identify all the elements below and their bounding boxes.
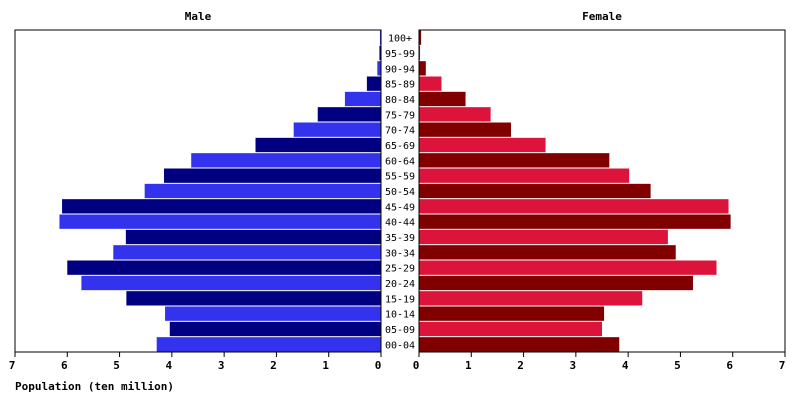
bar	[144, 183, 381, 199]
plot-frame	[418, 29, 786, 353]
x-tick-label: 6	[726, 359, 733, 372]
bar	[419, 45, 421, 61]
bar	[67, 260, 382, 275]
category-label: 65-69	[385, 141, 415, 152]
bar	[379, 45, 381, 61]
bar	[419, 275, 693, 291]
bar	[419, 30, 422, 45]
bar	[293, 122, 381, 137]
bar	[419, 137, 546, 153]
x-tick-label: 2	[517, 359, 524, 372]
bar	[419, 76, 442, 91]
category-label: 100+	[388, 34, 412, 45]
category-label: 60-64	[385, 156, 415, 167]
x-tick-label: 3	[218, 359, 225, 372]
bar	[419, 291, 643, 306]
bar	[344, 91, 381, 107]
category-label: 05-09	[385, 325, 415, 336]
bar	[419, 199, 729, 214]
bar	[191, 153, 381, 168]
bar	[419, 122, 512, 137]
bar	[317, 107, 381, 122]
bar	[419, 260, 717, 275]
category-label: 30-34	[385, 248, 415, 259]
category-label: 75-79	[385, 110, 415, 121]
category-label: 95-99	[385, 49, 415, 60]
bar	[419, 337, 620, 352]
bar	[419, 107, 491, 122]
bar	[379, 30, 381, 45]
category-label: 85-89	[385, 80, 415, 91]
x-tick-label: 4	[166, 359, 173, 372]
x-tick-label: 2	[270, 359, 277, 372]
category-label: 45-49	[385, 202, 415, 213]
bar	[419, 306, 605, 321]
bar	[419, 183, 651, 199]
category-label: 80-84	[385, 95, 415, 106]
bar	[126, 291, 382, 306]
category-label: 40-44	[385, 218, 415, 229]
x-tick-label: 1	[322, 359, 329, 372]
category-label: 90-94	[385, 64, 415, 75]
bar	[377, 61, 381, 76]
category-label: 10-14	[385, 310, 415, 321]
bar	[419, 229, 668, 245]
bar	[419, 214, 731, 229]
bar	[125, 229, 382, 245]
category-label: 20-24	[385, 279, 415, 290]
plot-frame	[14, 29, 382, 353]
bar	[169, 321, 381, 337]
category-label: 50-54	[385, 187, 415, 198]
bar	[366, 76, 381, 91]
bar	[164, 168, 381, 183]
series-title: Male	[185, 10, 212, 23]
x-tick-label: 1	[465, 359, 472, 372]
bar	[62, 199, 382, 214]
bar	[113, 245, 381, 260]
x-tick-label: 7	[779, 359, 786, 372]
x-tick-label: 6	[61, 359, 68, 372]
bar	[156, 337, 381, 352]
x-tick-label: 7	[9, 359, 16, 372]
bar	[419, 168, 630, 183]
x-tick-label: 4	[622, 359, 629, 372]
category-label: 55-59	[385, 172, 415, 183]
bar	[419, 321, 602, 337]
x-tick-label: 3	[570, 359, 577, 372]
bar	[255, 137, 381, 153]
bar	[419, 245, 676, 260]
bar	[419, 61, 426, 76]
category-label: 15-19	[385, 294, 415, 305]
category-label: 70-74	[385, 126, 415, 137]
series-title: Female	[582, 10, 622, 23]
category-label: 35-39	[385, 233, 415, 244]
bar	[165, 306, 381, 321]
x-axis-label: Population (ten million)	[15, 380, 174, 393]
x-tick-label: 5	[113, 359, 120, 372]
bar	[419, 153, 610, 168]
category-label: 25-29	[385, 264, 415, 275]
bar	[59, 214, 381, 229]
x-tick-label: 0	[413, 359, 420, 372]
bar	[81, 275, 381, 291]
category-label: 00-04	[385, 340, 415, 351]
x-tick-label: 5	[674, 359, 681, 372]
x-tick-label: 0	[375, 359, 382, 372]
bar	[419, 91, 466, 107]
